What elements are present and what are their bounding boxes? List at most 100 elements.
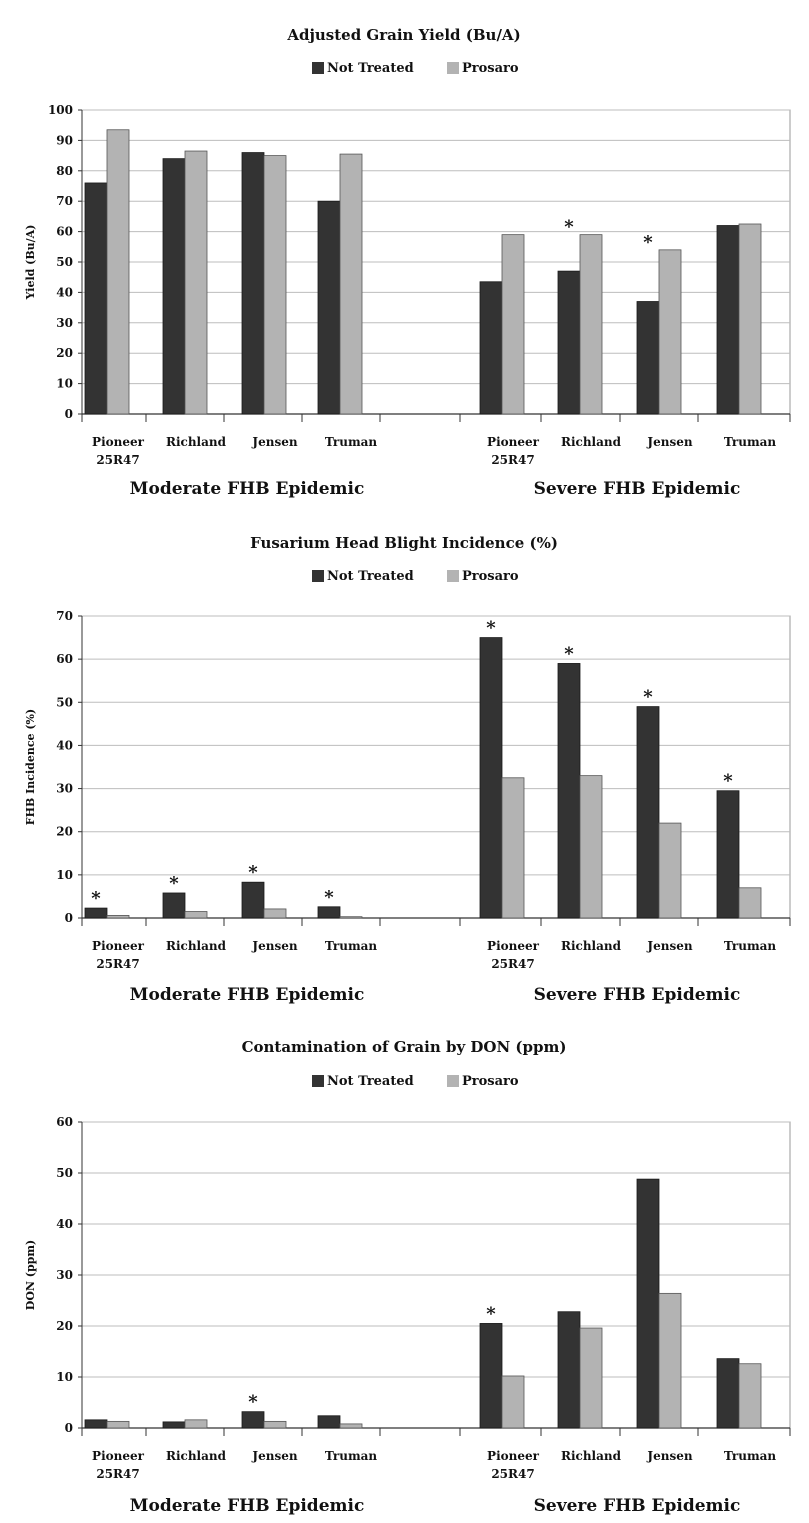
y-tick-label: 10: [56, 868, 73, 882]
bar-not-treated: [479, 281, 503, 415]
y-tick-label: 50: [56, 695, 73, 709]
group-label: Severe FHB Epidemic: [534, 985, 741, 1005]
legend-swatch-not-treated: [312, 570, 324, 582]
chart-title: Contamination of Grain by DON (ppm): [242, 1038, 567, 1056]
bar-prosaro: [184, 150, 208, 415]
x-category-label: Pioneer: [487, 1449, 540, 1463]
significance-marker: *: [486, 1303, 496, 1324]
bar-not-treated: [317, 200, 341, 415]
x-category-label: Pioneer: [92, 1449, 145, 1463]
y-tick-label: 10: [56, 377, 73, 391]
y-tick-label: 50: [56, 255, 73, 269]
y-tick-label: 30: [56, 782, 73, 796]
x-category-label: 25R47: [96, 1467, 139, 1481]
y-tick-label: 40: [56, 738, 73, 752]
y-tick-label: 90: [56, 133, 73, 147]
y-tick-label: 0: [65, 1421, 73, 1435]
significance-marker: *: [248, 1392, 258, 1413]
x-category-label: Richland: [561, 435, 622, 449]
bar-not-treated: [479, 1323, 503, 1429]
x-category-label: Truman: [325, 1449, 378, 1463]
bar-prosaro: [658, 822, 682, 919]
y-axis-label: Yield (Bu/A): [24, 225, 37, 301]
legend-swatch-not-treated: [312, 62, 324, 74]
legend: Not Treated Prosaro: [312, 569, 519, 584]
x-category-label: Richland: [166, 939, 227, 953]
legend-label-not-treated: Not Treated: [327, 569, 414, 584]
legend-label-prosaro: Prosaro: [462, 569, 519, 584]
bar-prosaro: [263, 908, 287, 919]
y-tick-label: 40: [56, 285, 73, 299]
y-tick-label: 0: [65, 911, 73, 925]
y-tick-label: 20: [56, 825, 73, 839]
bar-prosaro: [738, 223, 762, 415]
group-label: Moderate FHB Epidemic: [130, 479, 365, 499]
x-category-label: Truman: [724, 1449, 777, 1463]
bar-not-treated: [716, 790, 740, 919]
x-category-label: Pioneer: [92, 939, 145, 953]
significance-marker: *: [324, 887, 334, 908]
x-category-label: Jensen: [251, 939, 297, 953]
legend-swatch-prosaro: [447, 570, 459, 582]
x-category-label: Jensen: [646, 939, 692, 953]
x-category-label: 25R47: [491, 1467, 534, 1481]
y-tick-label: 10: [56, 1370, 73, 1384]
x-category-label: 25R47: [96, 957, 139, 971]
legend-label-not-treated: Not Treated: [327, 1074, 414, 1089]
plot-frame: [81, 615, 791, 919]
significance-marker: *: [643, 232, 653, 253]
legend-label-prosaro: Prosaro: [462, 61, 519, 76]
y-tick-label: 30: [56, 316, 73, 330]
y-axis-label: DON (ppm): [24, 1240, 37, 1310]
significance-marker: *: [248, 862, 258, 883]
bar-not-treated: [241, 152, 265, 415]
bar-prosaro: [106, 1420, 130, 1429]
bar-prosaro: [339, 916, 363, 919]
legend-swatch-not-treated: [312, 1075, 324, 1087]
significance-marker: *: [723, 771, 733, 792]
bar-not-treated: [317, 1415, 341, 1429]
x-category-label: Richland: [166, 435, 227, 449]
x-category-label: Richland: [561, 1449, 622, 1463]
x-category-label: Pioneer: [92, 435, 145, 449]
bar-prosaro: [263, 1420, 287, 1429]
bar-prosaro: [738, 1363, 762, 1429]
bar-not-treated: [162, 1421, 186, 1429]
significance-marker: *: [643, 687, 653, 708]
y-tick-label: 40: [56, 1217, 73, 1231]
group-label: Severe FHB Epidemic: [534, 479, 741, 499]
bar-not-treated: [557, 270, 581, 415]
x-category-label: 25R47: [96, 453, 139, 467]
bar-not-treated: [716, 1358, 740, 1429]
bar-prosaro: [501, 1375, 525, 1429]
bar-prosaro: [106, 129, 130, 415]
bar-not-treated: [636, 1178, 660, 1429]
bar-prosaro: [579, 234, 603, 415]
bar-prosaro: [658, 249, 682, 415]
bar-prosaro: [184, 911, 208, 919]
y-tick-label: 80: [56, 164, 73, 178]
bar-not-treated: [317, 906, 341, 919]
bar-not-treated: [162, 158, 186, 415]
bar-not-treated: [557, 1311, 581, 1429]
x-category-label: 25R47: [491, 453, 534, 467]
bar-prosaro: [339, 153, 363, 415]
legend-label-not-treated: Not Treated: [327, 61, 414, 76]
bar-prosaro: [738, 887, 762, 919]
bar-not-treated: [716, 225, 740, 415]
x-category-label: Jensen: [646, 1449, 692, 1463]
x-category-label: Pioneer: [487, 435, 540, 449]
x-category-label: Truman: [724, 939, 777, 953]
bar-prosaro: [579, 775, 603, 919]
x-category-label: Jensen: [251, 435, 297, 449]
x-category-label: Truman: [325, 435, 378, 449]
bar-prosaro: [501, 234, 525, 415]
y-tick-label: 70: [56, 609, 73, 623]
y-tick-label: 0: [65, 407, 73, 421]
bar-not-treated: [84, 182, 108, 415]
group-label: Severe FHB Epidemic: [534, 1496, 741, 1516]
significance-marker: *: [564, 643, 574, 664]
x-category-label: Truman: [325, 939, 378, 953]
group-label: Moderate FHB Epidemic: [130, 1496, 365, 1516]
